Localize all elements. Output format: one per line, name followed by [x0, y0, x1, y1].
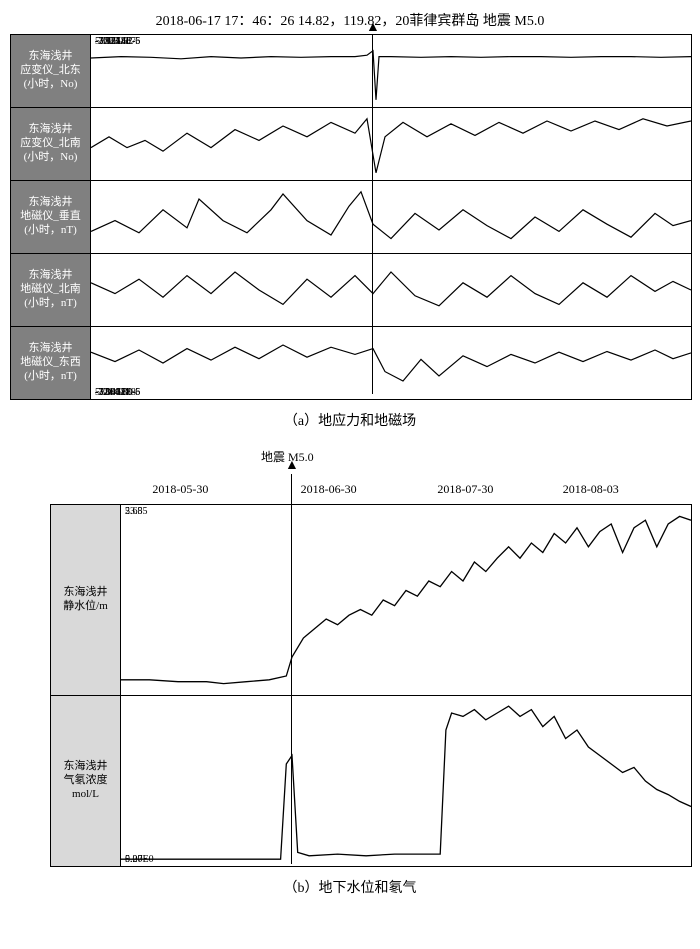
- plot-area: [91, 254, 691, 326]
- plot-area: [91, 108, 691, 180]
- waveform: [91, 327, 691, 399]
- y-axis-label-block: 东海浅井地磁仪_北南(小时，nT): [11, 254, 91, 326]
- panel-b: 东海浅井静水位/m5.655.27东海浅井气氡浓度mol/L23.850.00E…: [50, 504, 692, 867]
- y-axis-label-block: 东海浅井应变仪_北南(小时，No): [11, 108, 91, 180]
- chart-strip: 东海浅井地磁仪_垂直(小时，nT)-77080.67-77140.88: [11, 180, 691, 253]
- plot-area: [91, 327, 691, 399]
- x-tick-label: 2018-08-03: [563, 482, 619, 497]
- figure-b-caption: （b）地下水位和氡气: [10, 877, 690, 897]
- x-tick-label: 2018-06-30: [301, 482, 357, 497]
- x-tick-label: 2018-05-30: [152, 482, 208, 497]
- figure-a-caption: （a）地应力和地磁场: [10, 410, 690, 430]
- plot-area: [121, 505, 691, 695]
- waveform: [91, 181, 691, 253]
- y-axis-label-block: 东海浅井应变仪_北东(小时，No): [11, 35, 91, 107]
- waveform: [91, 108, 691, 180]
- event-line-a: [372, 34, 373, 394]
- ytick-min: 0.00E0: [125, 854, 154, 865]
- ytick-max: 58924.52: [95, 36, 133, 47]
- event-line-b: [291, 474, 292, 864]
- x-tick-label: 2018-07-30: [437, 482, 493, 497]
- event-arrow-head-b: ▲: [285, 458, 299, 474]
- y-axis-label-block: 东海浅井气氡浓度mol/L: [51, 696, 121, 866]
- panel-a: 东海浅井应变仪_北东(小时，No)-3.0214E-5-3.0437E-5东海浅…: [10, 34, 692, 400]
- chart-strip: 东海浅井地磁仪_北南(小时，nT)-3072.88-3244.8: [11, 253, 691, 326]
- plot-area: [121, 696, 691, 866]
- figure-b: 地震 M5.0 ▲ 2018-05-302018-06-302018-07-30…: [10, 448, 690, 897]
- ytick-max: 23.85: [125, 506, 148, 517]
- figure-a: 2018-06-17 17：46：26 14.82，119.82，20菲律宾群岛…: [10, 10, 690, 430]
- plot-area: [91, 181, 691, 253]
- waveform: [121, 696, 691, 866]
- figure-a-title: 2018-06-17 17：46：26 14.82，119.82，20菲律宾群岛…: [10, 10, 690, 30]
- waveform: [91, 254, 691, 326]
- event-arrow-head-a: ▲: [366, 20, 380, 36]
- y-axis-label-block: 东海浅井地磁仪_东西(小时，nT): [11, 327, 91, 399]
- chart-strip: 东海浅井应变仪_北南(小时，No)-7.1753E-6-7.1961E-6: [11, 107, 691, 180]
- chart-strip: 东海浅井静水位/m5.655.27: [51, 505, 691, 695]
- chart-strip: 东海浅井地磁仪_东西(小时，nT)58924.5258804.30: [11, 326, 691, 399]
- waveform: [91, 35, 691, 107]
- ytick-min: 58804.30: [95, 387, 133, 398]
- chart-strip: 东海浅井气氡浓度mol/L23.850.00E0: [51, 695, 691, 866]
- waveform: [121, 505, 691, 695]
- y-axis-label-block: 东海浅井静水位/m: [51, 505, 121, 695]
- y-axis-label-block: 东海浅井地磁仪_垂直(小时，nT): [11, 181, 91, 253]
- plot-area: [91, 35, 691, 107]
